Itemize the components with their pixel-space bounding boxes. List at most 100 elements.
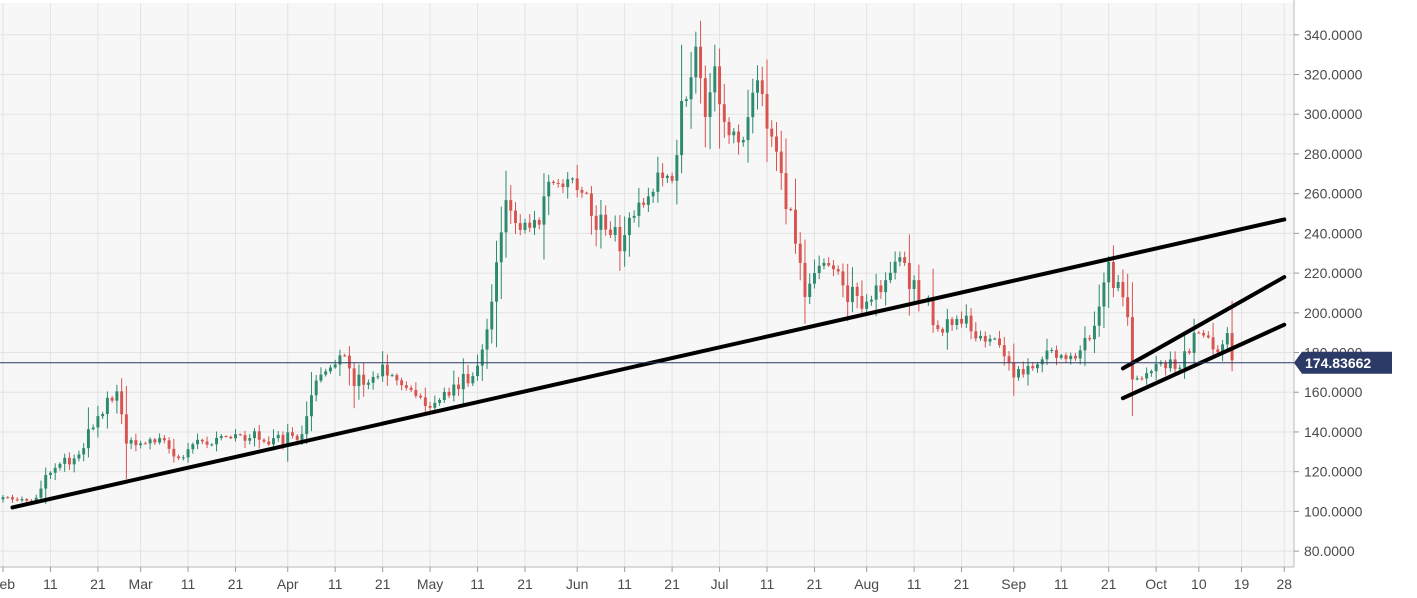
- candle-body: [817, 265, 821, 274]
- candle-body: [1183, 351, 1187, 368]
- candle-body: [295, 435, 299, 440]
- candle-body: [523, 222, 527, 230]
- candle-body: [139, 443, 143, 446]
- candle-body: [1111, 261, 1115, 288]
- candle-body: [286, 432, 290, 446]
- candle-body: [1216, 349, 1220, 353]
- candle-body: [419, 395, 423, 398]
- y-tick-label: 280.0000: [1304, 146, 1363, 162]
- candle-body: [708, 92, 712, 118]
- candle-body: [566, 179, 570, 188]
- candle-body: [675, 155, 679, 181]
- candle-body: [760, 80, 764, 95]
- candle-body: [224, 436, 228, 438]
- candle-body: [670, 175, 674, 181]
- time-axis-ticks: Feb 11 21 Mar 11 21 Apr 11 21 May 11 21 Jun 11 21 Jul 11…: [0, 567, 1292, 592]
- candle-body: [751, 92, 755, 118]
- candle-body: [376, 376, 380, 378]
- candle-body: [846, 285, 850, 303]
- candle-body: [347, 355, 351, 369]
- y-tick-label: 300.0000: [1304, 106, 1363, 122]
- candle-body: [143, 443, 147, 445]
- candle-body: [642, 202, 646, 205]
- y-tick-label: 120.0000: [1304, 464, 1363, 480]
- candle-body: [547, 181, 551, 197]
- candle-body: [632, 215, 636, 218]
- candle-body: [262, 439, 266, 442]
- candle-body: [983, 335, 987, 342]
- trendlines: [10, 217, 1287, 510]
- candle-body: [618, 227, 622, 252]
- candle-body: [390, 375, 394, 377]
- candle-body: [11, 497, 14, 500]
- candle-body: [357, 374, 361, 386]
- candle-body: [860, 295, 864, 309]
- candle-body: [1164, 362, 1168, 369]
- candle-body: [941, 329, 945, 333]
- candle-body: [775, 136, 778, 152]
- candle-body: [48, 472, 52, 476]
- candle-body: [699, 46, 703, 79]
- candle-body: [903, 257, 907, 263]
- candle-body: [129, 440, 133, 444]
- candle-body: [219, 436, 223, 438]
- candle-body: [395, 375, 399, 381]
- candle-body: [827, 262, 831, 266]
- candle-body: [1059, 355, 1063, 358]
- candle-body: [765, 94, 769, 129]
- x-tick-label: 11: [470, 576, 485, 592]
- candle-body: [1083, 337, 1087, 351]
- candle-body: [305, 416, 309, 435]
- x-tick-label: 10: [1191, 576, 1207, 592]
- x-tick-label: 11: [1054, 576, 1069, 592]
- candle-body: [737, 131, 741, 143]
- candle-body: [604, 214, 608, 230]
- candle-body: [789, 209, 793, 211]
- candle-body: [898, 257, 902, 262]
- candle-body: [362, 374, 366, 385]
- x-tick-label: 11: [907, 576, 922, 592]
- candle-body: [480, 349, 484, 366]
- x-tick-label: 21: [228, 576, 244, 592]
- candle-body: [162, 438, 166, 441]
- grid-lines: [0, 3, 1294, 567]
- x-tick-label: 21: [664, 576, 680, 592]
- candle-body: [352, 368, 356, 386]
- candle-body: [25, 499, 29, 501]
- candle-body: [205, 441, 209, 445]
- candle-body: [718, 66, 722, 105]
- current-price-line: 174.83662: [0, 351, 1392, 374]
- candle-body: [950, 319, 954, 325]
- candle-body: [158, 438, 162, 443]
- candle-body: [1021, 369, 1025, 375]
- candle-body: [1121, 282, 1125, 298]
- candle-body: [969, 315, 973, 332]
- candle-body: [988, 338, 992, 342]
- candle-body: [656, 172, 660, 192]
- y-tick-label: 260.0000: [1304, 186, 1363, 202]
- candle-body: [1092, 325, 1096, 340]
- x-tick-label: 19: [1234, 576, 1250, 592]
- candle-body: [110, 397, 114, 401]
- candle-body: [936, 325, 940, 330]
- candle-body: [727, 121, 731, 136]
- candle-body: [105, 397, 109, 414]
- candle-body: [684, 99, 688, 101]
- candle-body: [471, 376, 475, 384]
- candle-body: [741, 140, 745, 143]
- candle-body: [44, 475, 48, 489]
- candle-body: [514, 210, 517, 224]
- candle-body: [447, 391, 451, 396]
- candle-body: [324, 371, 328, 375]
- candle-body: [167, 440, 171, 449]
- candle-body: [1017, 369, 1020, 378]
- x-tick-label: Jun: [566, 576, 589, 592]
- candle-body: [1173, 359, 1177, 369]
- candle-body: [1040, 359, 1044, 365]
- candle-body: [96, 416, 100, 428]
- candle-body: [561, 183, 565, 188]
- candle-body: [1107, 261, 1111, 283]
- candle-body: [542, 196, 546, 225]
- candle-body: [680, 100, 684, 156]
